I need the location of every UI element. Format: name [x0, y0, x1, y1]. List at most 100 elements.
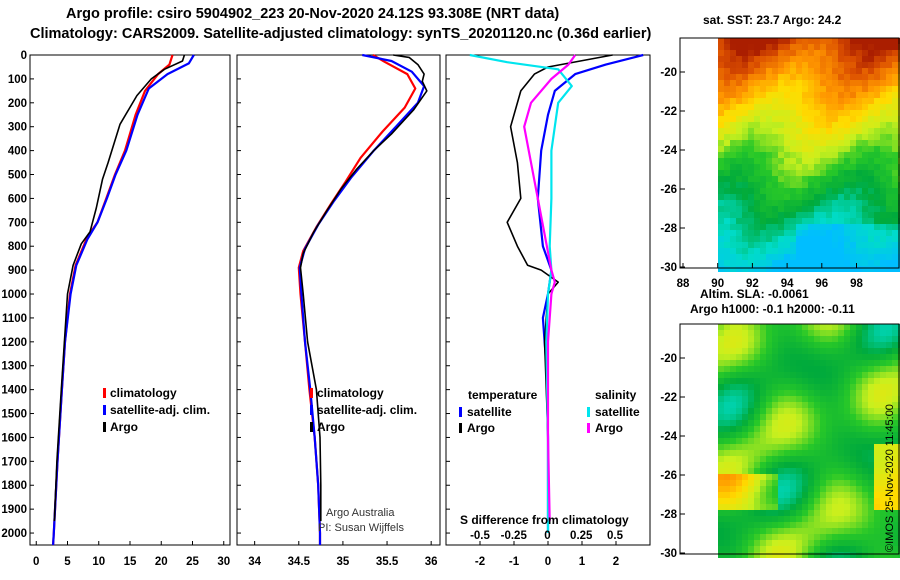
map-cell — [766, 44, 772, 50]
map-cell — [724, 140, 730, 146]
map-cell — [850, 260, 856, 266]
map-cell — [850, 224, 856, 230]
map-cell — [850, 182, 856, 188]
map-cell — [886, 218, 892, 224]
map-cell — [880, 438, 886, 444]
map-cell — [868, 254, 874, 260]
map-cell — [844, 372, 850, 378]
map-cell — [826, 390, 832, 396]
map-cell — [778, 212, 784, 218]
map-cell — [790, 324, 796, 330]
map-cell — [838, 516, 844, 522]
map-cell — [778, 236, 784, 242]
map-cell — [748, 354, 754, 360]
map-cell — [844, 546, 850, 552]
map-cell — [832, 98, 838, 104]
map-cell — [826, 486, 832, 492]
legend-swatch — [459, 407, 462, 417]
map-cell — [718, 462, 724, 468]
map-cell — [802, 324, 808, 330]
map-cell — [718, 110, 724, 116]
map-cell — [826, 254, 832, 260]
map-cell — [736, 528, 742, 534]
map-cell — [826, 552, 832, 558]
map-cell — [862, 438, 868, 444]
map-cell — [832, 492, 838, 498]
map-cell — [748, 522, 754, 528]
map-cell — [850, 372, 856, 378]
map-cell — [832, 248, 838, 254]
map-cell — [820, 336, 826, 342]
map-cell — [718, 266, 724, 272]
map-cell — [844, 426, 850, 432]
map-cell — [790, 86, 796, 92]
map-cell — [832, 230, 838, 236]
map-cell — [844, 528, 850, 534]
map-cell — [826, 438, 832, 444]
map-cell — [754, 348, 760, 354]
map-cell — [844, 492, 850, 498]
map-cell — [868, 116, 874, 122]
map-cell — [760, 242, 766, 248]
map-cell — [748, 396, 754, 402]
map-cell — [718, 170, 724, 176]
map-cell — [730, 176, 736, 182]
map-cell — [730, 242, 736, 248]
map-cell — [724, 74, 730, 80]
map-cell — [754, 248, 760, 254]
map-cell — [754, 552, 760, 558]
map-cell — [718, 206, 724, 212]
map-cell — [724, 492, 730, 498]
map-cell — [748, 56, 754, 62]
map-cell — [862, 56, 868, 62]
map-cell — [796, 86, 802, 92]
map-cell — [760, 384, 766, 390]
map-cell — [772, 176, 778, 182]
map-cell — [778, 546, 784, 552]
map-cell — [772, 360, 778, 366]
map-cell — [736, 552, 742, 558]
map-cell — [748, 516, 754, 522]
map-cell — [814, 128, 820, 134]
map-cell — [850, 158, 856, 164]
map-cell — [772, 504, 778, 510]
map-cell — [826, 56, 832, 62]
map-cell — [772, 474, 778, 480]
map-cell — [886, 62, 892, 68]
map-cell — [796, 324, 802, 330]
map-cell — [886, 152, 892, 158]
map-cell — [868, 236, 874, 242]
map-cell — [862, 68, 868, 74]
map-cell — [736, 384, 742, 390]
y-tick-label: 700 — [8, 217, 27, 229]
map-cell — [832, 336, 838, 342]
y-tick-label: 1900 — [1, 504, 27, 516]
map-cell — [778, 414, 784, 420]
map-cell — [796, 504, 802, 510]
map-cell — [754, 194, 760, 200]
map-cell — [778, 188, 784, 194]
map-cell — [880, 366, 886, 372]
map-cell — [754, 390, 760, 396]
map-cell — [808, 378, 814, 384]
series-line — [299, 54, 428, 522]
map-cell — [820, 146, 826, 152]
map-cell — [850, 206, 856, 212]
map-cell — [724, 450, 730, 456]
map-cell — [772, 128, 778, 134]
map-cell — [844, 480, 850, 486]
map-cell — [748, 336, 754, 342]
map-cell — [730, 200, 736, 206]
map-cell — [802, 170, 808, 176]
legend-title-salinity: salinity — [595, 388, 637, 402]
map-cell — [892, 98, 898, 104]
map-cell — [808, 336, 814, 342]
map-cell — [802, 396, 808, 402]
map-cell — [892, 516, 898, 522]
map-cell — [742, 80, 748, 86]
map-cell — [784, 140, 790, 146]
map-cell — [808, 516, 814, 522]
map-cell — [856, 212, 862, 218]
map-cell — [748, 188, 754, 194]
map-cell — [844, 170, 850, 176]
